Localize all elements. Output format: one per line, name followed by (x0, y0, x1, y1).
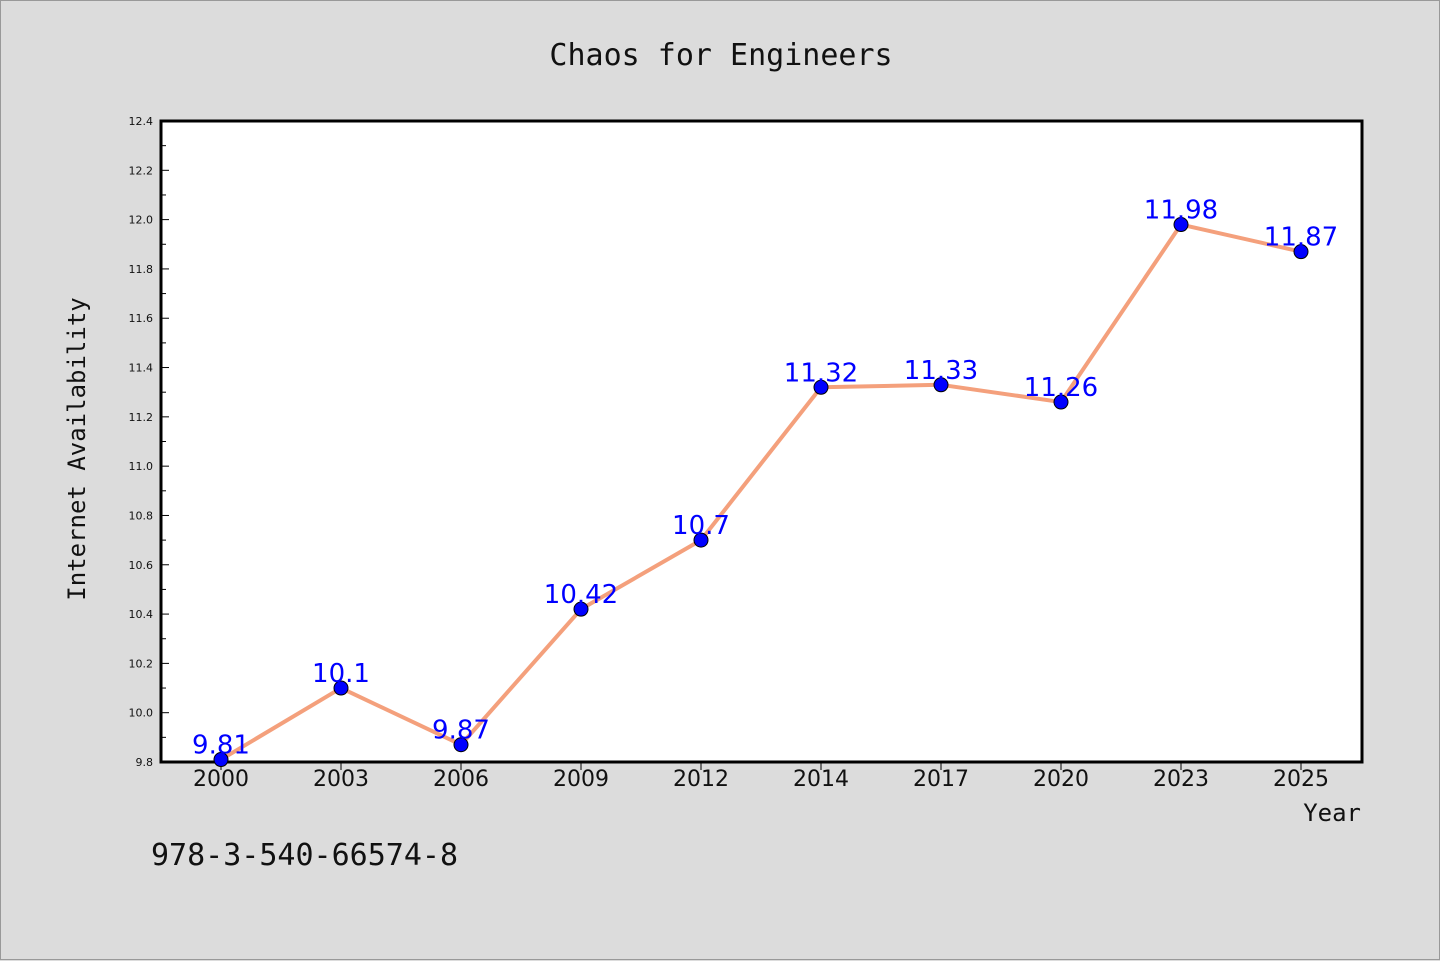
y-tick-label: 12.0 (129, 214, 154, 227)
y-tick-label: 12.2 (129, 164, 154, 177)
x-tick-label: 2023 (1153, 767, 1209, 792)
data-point (453, 737, 469, 753)
y-tick-label: 10.6 (129, 559, 154, 572)
series-layer: 9.81 10.1 9.87 10.42 10.7 11.32 11.33 11.26 11.9… (192, 196, 1338, 768)
chart-title: Chaos for Engineers (549, 38, 892, 73)
y-tick-label: 11.8 (129, 263, 154, 276)
x-tick-label: 2017 (913, 767, 969, 792)
y-tick-label: 10.4 (129, 608, 154, 621)
data-point (933, 377, 949, 393)
data-point (573, 601, 589, 617)
data-point (213, 752, 229, 768)
data-label: 10.7 (672, 511, 730, 541)
y-tick-label: 11.4 (129, 362, 154, 375)
data-label: 11.87 (1264, 223, 1338, 253)
x-axis: 2000 2003 2006 2009 2012 2014 2017 2020 2023 2025 (193, 762, 1329, 792)
y-tick-label: 11.0 (129, 460, 154, 473)
data-label: 10.42 (544, 580, 618, 610)
y-tick-label: 11.6 (129, 312, 154, 325)
x-tick-label: 2000 (193, 767, 249, 792)
x-tick-label: 2006 (433, 767, 489, 792)
y-tick-label: 11.2 (129, 411, 154, 424)
y-axis-label: Internet Availability (63, 297, 91, 600)
data-point (1173, 217, 1189, 233)
data-label: 11.26 (1024, 373, 1098, 403)
y-tick-label: 10.2 (129, 657, 154, 670)
data-point (333, 680, 349, 696)
data-point (1293, 244, 1309, 260)
data-label: 11.98 (1144, 196, 1218, 226)
x-tick-label: 2003 (313, 767, 369, 792)
x-tick-label: 2025 (1273, 767, 1329, 792)
x-axis-label: Year (1303, 799, 1361, 827)
x-tick-label: 2009 (553, 767, 609, 792)
x-tick-label: 2020 (1033, 767, 1089, 792)
data-point (813, 379, 829, 395)
data-label: 9.81 (192, 731, 250, 761)
data-point (1053, 394, 1069, 410)
y-tick-label: 10.8 (129, 509, 154, 522)
x-tick-label: 2012 (673, 767, 729, 792)
y-tick-label: 9.8 (136, 756, 154, 769)
data-label: 11.32 (784, 358, 858, 388)
plot-area (159, 119, 1364, 764)
isbn-footnote: 978-3-540-66574-8 (151, 838, 458, 873)
data-label: 10.1 (312, 659, 370, 689)
data-label: 9.87 (432, 716, 490, 746)
series-line (219, 222, 1303, 762)
data-label: 11.33 (904, 356, 978, 386)
data-point (693, 532, 709, 548)
y-tick-label: 12.4 (129, 115, 154, 128)
x-tick-label: 2014 (793, 767, 849, 792)
y-tick-label: 10.0 (129, 707, 154, 720)
y-axis: 9.8 10.0 10.2 10.4 10.6 10.8 11.0 11.2 11.4 11.6 1… (129, 115, 169, 769)
